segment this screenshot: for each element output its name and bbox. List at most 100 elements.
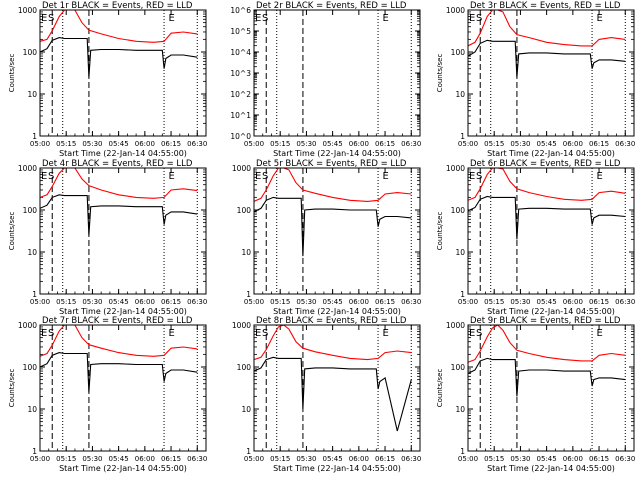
annotation-e: E bbox=[255, 13, 261, 24]
y-axis-label: Counts/sec bbox=[436, 212, 444, 251]
annotation-e: E bbox=[597, 13, 603, 24]
y-tick-label: 10 bbox=[27, 90, 37, 99]
y-tick-label: 1000 bbox=[18, 6, 37, 15]
series-line-lld-red bbox=[40, 10, 198, 43]
x-axis-label: Start Time (22-Jan-14 04:55:00) bbox=[487, 464, 615, 473]
y-tick-label: 100 bbox=[23, 48, 38, 57]
chart-panel-9: Det 9r BLACK = Events, RED = LLD 1 10 100 10… bbox=[436, 316, 635, 473]
chart-panel-3: Det 3r BLACK = Events, RED = LLD 1 10 100 10… bbox=[436, 1, 635, 158]
x-tick-label: 05:30 bbox=[82, 455, 102, 463]
annotation-s: S bbox=[48, 328, 54, 339]
y-tick-label: 100 bbox=[23, 206, 38, 215]
annotation-e: E bbox=[169, 13, 175, 24]
plot-frame bbox=[39, 324, 207, 452]
y-tick-label: 10^3 bbox=[230, 69, 251, 78]
annotation-s: S bbox=[476, 13, 482, 24]
x-tick-label: 05:15 bbox=[56, 298, 76, 306]
x-axis-label: Start Time (22-Jan-14 04:55:00) bbox=[273, 307, 401, 316]
chart-title: Det 7r BLACK = Events, RED = LLD bbox=[42, 316, 193, 326]
x-tick-label: 06:15 bbox=[589, 140, 609, 148]
series-line-events-black bbox=[468, 357, 626, 397]
y-tick-label: 1 bbox=[460, 132, 465, 141]
x-tick-label: 05:30 bbox=[510, 140, 530, 148]
x-tick-label: 05:15 bbox=[484, 140, 504, 148]
y-tick-label: 10 bbox=[455, 405, 465, 414]
series-line-events-black bbox=[40, 194, 198, 236]
y-tick-label: 1000 bbox=[446, 321, 465, 330]
plot-frame bbox=[253, 167, 421, 295]
chart-title: Det 3r BLACK = Events, RED = LLD bbox=[470, 1, 621, 11]
y-tick-label: 1 bbox=[32, 447, 37, 456]
x-tick-label: 06:00 bbox=[349, 140, 369, 148]
y-tick-label: 10^5 bbox=[230, 27, 251, 36]
chart-panel-7: Det 7r BLACK = Events, RED = LLD 1 10 100 10… bbox=[8, 316, 207, 473]
x-tick-label: 05:15 bbox=[56, 455, 76, 463]
annotation-s: S bbox=[476, 328, 482, 339]
series-line-events-black bbox=[468, 195, 626, 240]
y-tick-label: 1 bbox=[32, 132, 37, 141]
plot-frame bbox=[39, 167, 207, 295]
y-axis-label: Counts/sec bbox=[436, 54, 444, 93]
chart-panel-8: Det 8r BLACK = Events, RED = LLD 1 10 100 10… bbox=[232, 316, 421, 473]
x-tick-label: 05:00 bbox=[244, 298, 264, 306]
x-tick-label: 06:00 bbox=[349, 455, 369, 463]
x-tick-label: 05:30 bbox=[296, 140, 316, 148]
x-tick-label: 05:00 bbox=[244, 140, 264, 148]
chart-panel-1: Det 1r BLACK = Events, RED = LLD 1 10 100 10… bbox=[8, 1, 207, 158]
y-tick-label: 1000 bbox=[446, 164, 465, 173]
plot-frame bbox=[467, 9, 635, 137]
y-tick-label: 10^4 bbox=[230, 48, 251, 57]
series-line-events-black bbox=[254, 356, 412, 432]
x-tick-label: 05:45 bbox=[323, 455, 343, 463]
plot-frame bbox=[39, 9, 207, 137]
x-tick-label: 06:30 bbox=[615, 298, 635, 306]
annotation-e: E bbox=[597, 171, 603, 182]
y-tick-label: 100 bbox=[23, 363, 38, 372]
chart-panel-6: Det 6r BLACK = Events, RED = LLD 1 10 100 10… bbox=[436, 159, 635, 316]
plot-frame bbox=[467, 167, 635, 295]
y-tick-label: 100 bbox=[237, 363, 252, 372]
y-tick-label: 1 bbox=[246, 290, 251, 299]
x-tick-label: 06:30 bbox=[401, 140, 421, 148]
chart-title: Det 4r BLACK = Events, RED = LLD bbox=[42, 159, 193, 169]
annotation-e: E bbox=[169, 171, 175, 182]
x-tick-label: 05:15 bbox=[56, 140, 76, 148]
x-tick-label: 06:30 bbox=[615, 455, 635, 463]
x-tick-label: 06:15 bbox=[589, 298, 609, 306]
x-tick-label: 05:45 bbox=[537, 298, 557, 306]
annotation-s: S bbox=[262, 328, 268, 339]
x-tick-label: 05:45 bbox=[109, 455, 129, 463]
x-tick-label: 05:45 bbox=[109, 298, 129, 306]
x-tick-label: 06:00 bbox=[135, 140, 155, 148]
x-tick-label: 06:30 bbox=[401, 455, 421, 463]
chart-title: Det 2r BLACK = Events, RED = LLD bbox=[256, 1, 407, 11]
chart-panel-5: Det 5r BLACK = Events, RED = LLD 1 10 100 10… bbox=[232, 159, 421, 316]
x-tick-label: 06:00 bbox=[349, 298, 369, 306]
x-tick-label: 05:00 bbox=[244, 455, 264, 463]
x-tick-label: 05:00 bbox=[30, 140, 50, 148]
x-tick-label: 05:00 bbox=[458, 455, 478, 463]
annotation-e: E bbox=[383, 13, 389, 24]
annotation-e: E bbox=[255, 171, 261, 182]
series-line-lld-red bbox=[40, 168, 198, 199]
y-tick-label: 10^6 bbox=[230, 6, 251, 15]
y-tick-label: 1000 bbox=[18, 164, 37, 173]
y-axis-label: Counts/sec bbox=[436, 369, 444, 408]
x-tick-label: 06:00 bbox=[135, 298, 155, 306]
x-tick-label: 06:30 bbox=[187, 140, 207, 148]
x-tick-label: 05:00 bbox=[458, 140, 478, 148]
x-tick-label: 06:15 bbox=[161, 140, 181, 148]
x-tick-label: 05:30 bbox=[510, 298, 530, 306]
y-tick-label: 100 bbox=[451, 363, 466, 372]
chart-panel-4: Det 4r BLACK = Events, RED = LLD 1 10 100 10… bbox=[8, 159, 207, 316]
chart-panel-2: Det 2r BLACK = Events, RED = LLD 10^0 10^1… bbox=[230, 1, 421, 158]
x-axis-label: Start Time (22-Jan-14 04:55:00) bbox=[59, 149, 187, 158]
y-tick-label: 1000 bbox=[232, 164, 251, 173]
series-line-events-black bbox=[468, 39, 626, 78]
annotation-s: S bbox=[476, 171, 482, 182]
x-axis-label: Start Time (22-Jan-14 04:55:00) bbox=[273, 464, 401, 473]
annotation-e: E bbox=[469, 13, 475, 24]
x-tick-label: 05:00 bbox=[30, 455, 50, 463]
x-tick-label: 05:00 bbox=[458, 298, 478, 306]
x-tick-label: 05:15 bbox=[270, 298, 290, 306]
